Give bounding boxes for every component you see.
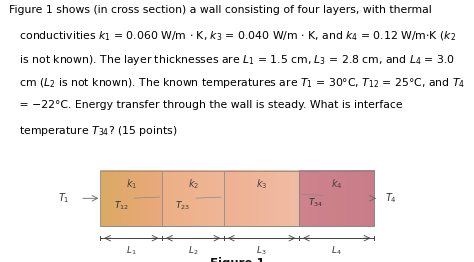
Text: $L_3$: $L_3$: [256, 244, 267, 257]
Text: $L_4$: $L_4$: [331, 244, 342, 257]
Text: $k_1$: $k_1$: [126, 178, 137, 192]
Text: $T_{34}$: $T_{34}$: [308, 197, 323, 209]
Text: Figure 1 shows (in cross section) a wall consisting of four layers, with thermal: Figure 1 shows (in cross section) a wall…: [9, 5, 432, 15]
Text: = −22°C. Energy transfer through the wall is steady. What is interface: = −22°C. Energy transfer through the wal…: [9, 100, 403, 110]
Text: $T_{23}$: $T_{23}$: [175, 200, 191, 212]
Text: $T_4$: $T_4$: [385, 192, 397, 205]
Text: temperature $T_{34}$? (15 points): temperature $T_{34}$? (15 points): [9, 124, 178, 138]
Text: Figure 1: Figure 1: [210, 257, 264, 262]
Bar: [299, 171, 374, 226]
Text: $k_3$: $k_3$: [256, 178, 267, 192]
Text: $L_2$: $L_2$: [188, 244, 198, 257]
Text: $L_1$: $L_1$: [126, 244, 137, 257]
Bar: [224, 171, 299, 226]
Bar: [299, 171, 374, 226]
Bar: [162, 171, 224, 226]
Bar: [100, 171, 162, 226]
Text: $T_1$: $T_1$: [58, 192, 70, 205]
Text: is not known). The layer thicknesses are $L_1$ = 1.5 cm, $L_3$ = 2.8 cm, and $L_: is not known). The layer thicknesses are…: [9, 53, 456, 67]
Text: cm ($L_2$ is not known). The known temperatures are $T_1$ = 30°C, $T_{12}$ = 25°: cm ($L_2$ is not known). The known tempe…: [9, 77, 466, 90]
Text: $k_2$: $k_2$: [188, 178, 199, 192]
Text: $k_4$: $k_4$: [331, 178, 343, 192]
Bar: [299, 171, 374, 226]
Text: $T_{12}$: $T_{12}$: [114, 200, 128, 212]
Text: conductivities $k_1$ = 0.060 W/m $\cdot$ K, $k_3$ = 0.040 W/m $\cdot$ K, and $k_: conductivities $k_1$ = 0.060 W/m $\cdot$…: [9, 29, 456, 42]
